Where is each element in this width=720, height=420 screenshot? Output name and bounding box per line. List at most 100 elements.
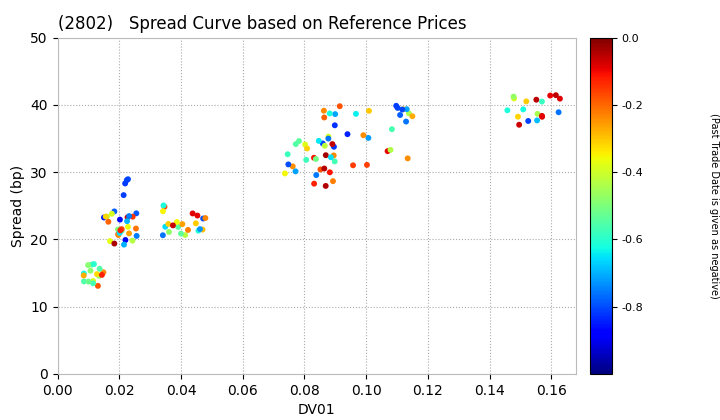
Point [102, 213, 113, 220]
Point [157, 232, 168, 239]
Point [518, 106, 529, 113]
Point [531, 117, 543, 124]
Point [328, 143, 340, 150]
Point [310, 156, 322, 163]
Point [329, 122, 341, 129]
Point [536, 113, 548, 119]
Point [392, 105, 403, 111]
Point [318, 114, 330, 121]
Point [290, 141, 302, 147]
Point [358, 132, 369, 139]
Point [83, 278, 94, 285]
Point [327, 178, 338, 184]
Point [116, 226, 127, 232]
Point [190, 220, 202, 227]
Y-axis label: Time in years between 5/2/2025 and Trade Date
(Past Trade Date is given as negat: Time in years between 5/2/2025 and Trade… [709, 88, 720, 324]
Point [118, 192, 130, 199]
Y-axis label: Spread (bp): Spread (bp) [11, 165, 24, 247]
Point [109, 208, 120, 215]
Point [536, 113, 548, 120]
Point [350, 110, 361, 117]
Point [550, 92, 562, 99]
Point [532, 110, 544, 117]
Point [401, 106, 413, 113]
Point [315, 166, 326, 173]
Point [78, 272, 89, 279]
Point [94, 265, 105, 272]
Point [382, 148, 393, 155]
Point [324, 169, 336, 176]
Text: (2802)   Spread Curve based on Reference Prices: (2802) Spread Curve based on Reference P… [58, 16, 467, 34]
Point [325, 154, 337, 160]
Point [157, 208, 168, 215]
Point [96, 272, 108, 278]
Point [106, 210, 117, 217]
Point [163, 228, 175, 235]
Point [112, 231, 124, 237]
Point [102, 218, 114, 225]
Point [116, 227, 127, 234]
Point [86, 261, 97, 268]
Point [536, 98, 548, 105]
Point [122, 223, 134, 230]
Point [171, 219, 183, 226]
Point [384, 147, 396, 153]
Point [400, 118, 412, 125]
Point [521, 98, 532, 105]
Point [158, 202, 169, 209]
Point [172, 223, 184, 230]
Point [386, 126, 397, 133]
Point [131, 233, 143, 239]
Point [120, 180, 131, 187]
X-axis label: DV01: DV01 [298, 403, 336, 417]
Point [98, 269, 109, 276]
Point [407, 113, 418, 120]
Point [130, 225, 142, 232]
Point [544, 92, 556, 99]
Point [293, 138, 305, 144]
Point [323, 135, 334, 142]
Point [98, 214, 109, 221]
Point [199, 215, 211, 221]
Point [194, 226, 206, 232]
Point [395, 112, 406, 118]
Point [282, 151, 294, 158]
Point [193, 227, 204, 234]
Point [310, 172, 322, 178]
Point [363, 134, 374, 141]
Point [320, 183, 331, 189]
Point [329, 158, 341, 165]
Point [334, 103, 346, 110]
Point [324, 110, 336, 117]
Point [109, 240, 120, 247]
Point [323, 133, 334, 140]
Point [512, 113, 523, 120]
Point [192, 212, 203, 219]
Point [318, 165, 330, 172]
Point [87, 280, 99, 287]
Point [508, 95, 520, 102]
Point [342, 131, 354, 137]
Point [197, 226, 208, 233]
Point [523, 118, 534, 124]
Point [87, 278, 99, 284]
Point [122, 176, 134, 183]
Point [531, 96, 542, 103]
Point [320, 152, 332, 159]
Point [402, 155, 413, 162]
Point [287, 163, 299, 170]
Point [114, 230, 125, 236]
Point [390, 102, 402, 109]
Point [92, 283, 104, 289]
Point [78, 278, 90, 285]
Point [318, 108, 330, 114]
Point [122, 214, 133, 221]
Point [114, 216, 126, 223]
Point [94, 273, 105, 279]
Point [319, 142, 330, 149]
Point [130, 210, 142, 217]
Point [300, 141, 311, 148]
Point [104, 238, 116, 244]
Point [327, 141, 338, 147]
Point [88, 261, 99, 268]
